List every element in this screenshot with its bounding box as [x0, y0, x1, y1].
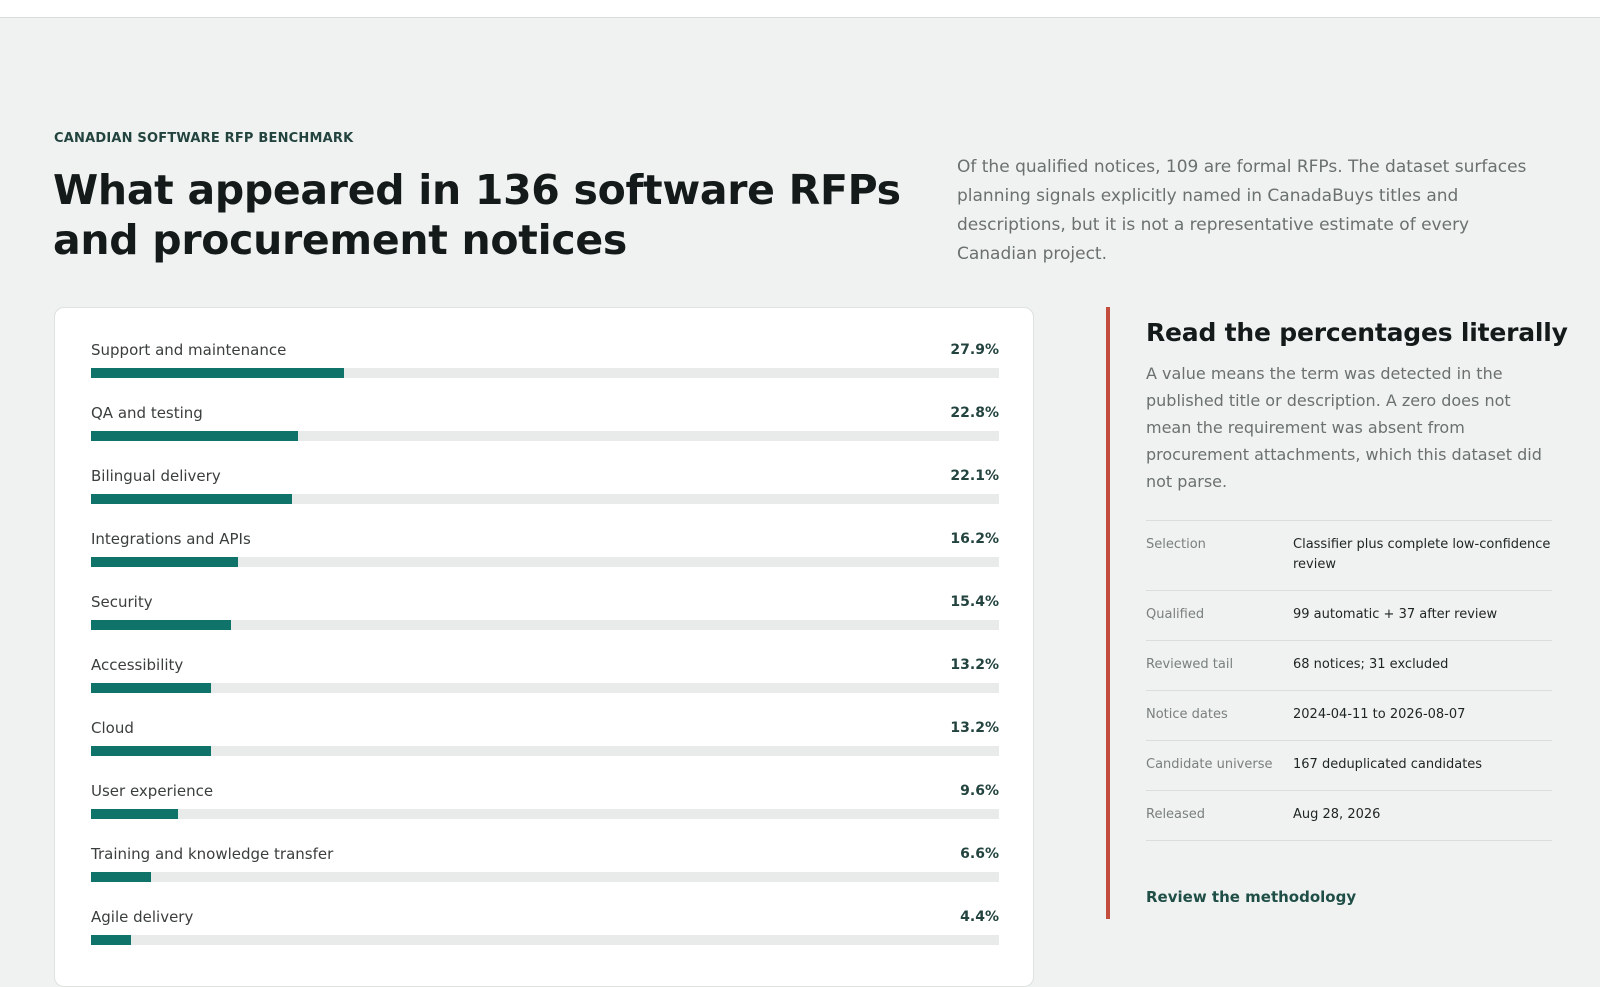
metric-fill [91, 746, 211, 756]
aside-body: A value means the term was detected in t… [1146, 364, 1542, 491]
metric-label: Security [91, 593, 153, 611]
metric-value: 6.6% [960, 846, 999, 862]
metrics-card: Support and maintenance 27.9% QA and tes… [54, 307, 1034, 987]
metric-value: 13.2% [950, 720, 999, 736]
metric-label: Accessibility [91, 656, 184, 674]
fact-key: Released [1146, 807, 1206, 822]
fact-key: Reviewed tail [1146, 657, 1234, 672]
metric-label: User experience [91, 782, 214, 800]
metric-track [91, 431, 999, 441]
metric-fill [91, 872, 151, 882]
fact-row: Selection Classifier plus complete low-c… [1146, 521, 1552, 591]
metric-row: Security 15.4% [91, 592, 999, 632]
eyebrow-label: CANADIAN SOFTWARE RFP BENCHMARK [54, 131, 354, 146]
metric-row: Training and knowledge transfer 6.6% [91, 844, 999, 884]
fact-row: Qualified 99 automatic + 37 after review [1146, 591, 1552, 641]
methodology-aside: Read the percentages literally A value m… [1106, 307, 1568, 919]
fact-key: Qualified [1146, 607, 1205, 622]
facts-list: Selection Classifier plus complete low-c… [1146, 520, 1552, 841]
metric-fill [91, 368, 345, 378]
metric-label: Integrations and APIs [91, 530, 251, 548]
metric-value: 22.8% [950, 405, 999, 421]
metric-value: 4.4% [960, 909, 999, 925]
intro-text: Of the qualified notices, 109 are formal… [957, 157, 1527, 264]
metric-value: 27.9% [950, 342, 999, 358]
metric-row: Agile delivery 4.4% [91, 907, 999, 947]
metric-track [91, 368, 999, 378]
metric-value: 9.6% [960, 783, 999, 799]
metric-fill [91, 494, 292, 504]
metric-track [91, 683, 999, 693]
metric-row: Support and maintenance 27.9% [91, 340, 999, 380]
metric-label: Bilingual delivery [91, 467, 221, 485]
fact-key: Selection [1146, 537, 1206, 552]
fact-value: 2024-04-11 to 2026-08-07 [1293, 707, 1466, 722]
metric-row: QA and testing 22.8% [91, 403, 999, 443]
metric-value: 22.1% [950, 468, 999, 484]
metric-fill [91, 809, 179, 819]
metric-fill [91, 431, 299, 441]
metric-track [91, 746, 999, 756]
metric-value: 15.4% [950, 594, 999, 610]
metric-track [91, 935, 999, 945]
metric-label: QA and testing [91, 404, 203, 422]
metric-track [91, 557, 999, 567]
page-title: What appeared in 136 software RFPs and p… [53, 166, 901, 264]
fact-value: Classifier plus complete low-confidence … [1293, 537, 1551, 572]
fact-key: Notice dates [1146, 707, 1228, 722]
metric-track [91, 872, 999, 882]
metric-fill [91, 683, 211, 693]
fact-row: Released Aug 28, 2026 [1146, 791, 1552, 841]
metric-row: User experience 9.6% [91, 781, 999, 821]
metric-track [91, 494, 999, 504]
metric-track [91, 809, 999, 819]
aside-title: Read the percentages literally [1146, 318, 1568, 347]
fact-row: Reviewed tail 68 notices; 31 excluded [1146, 641, 1552, 691]
metric-fill [91, 935, 131, 945]
metric-row: Cloud 13.2% [91, 718, 999, 758]
fact-value: Aug 28, 2026 [1293, 807, 1381, 822]
methodology-link[interactable]: Review the methodology [1146, 888, 1357, 906]
fact-key: Candidate universe [1146, 757, 1273, 772]
metric-label: Agile delivery [91, 908, 194, 926]
metric-fill [91, 557, 239, 567]
metric-value: 16.2% [950, 531, 999, 547]
metric-row: Bilingual delivery 22.1% [91, 466, 999, 506]
fact-row: Notice dates 2024-04-11 to 2026-08-07 [1146, 691, 1552, 741]
metric-label: Support and maintenance [91, 341, 287, 359]
fact-value: 99 automatic + 37 after review [1293, 607, 1498, 622]
metric-fill [91, 620, 231, 630]
metric-track [91, 620, 999, 630]
fact-row: Candidate universe 167 deduplicated cand… [1146, 741, 1552, 791]
fact-value: 167 deduplicated candidates [1293, 757, 1483, 772]
metric-label: Cloud [91, 719, 134, 737]
metric-label: Training and knowledge transfer [91, 845, 334, 863]
fact-value: 68 notices; 31 excluded [1293, 657, 1449, 672]
metric-value: 13.2% [950, 657, 999, 673]
metric-row: Accessibility 13.2% [91, 655, 999, 695]
metric-row: Integrations and APIs 16.2% [91, 529, 999, 569]
top-bar [0, 0, 1600, 18]
